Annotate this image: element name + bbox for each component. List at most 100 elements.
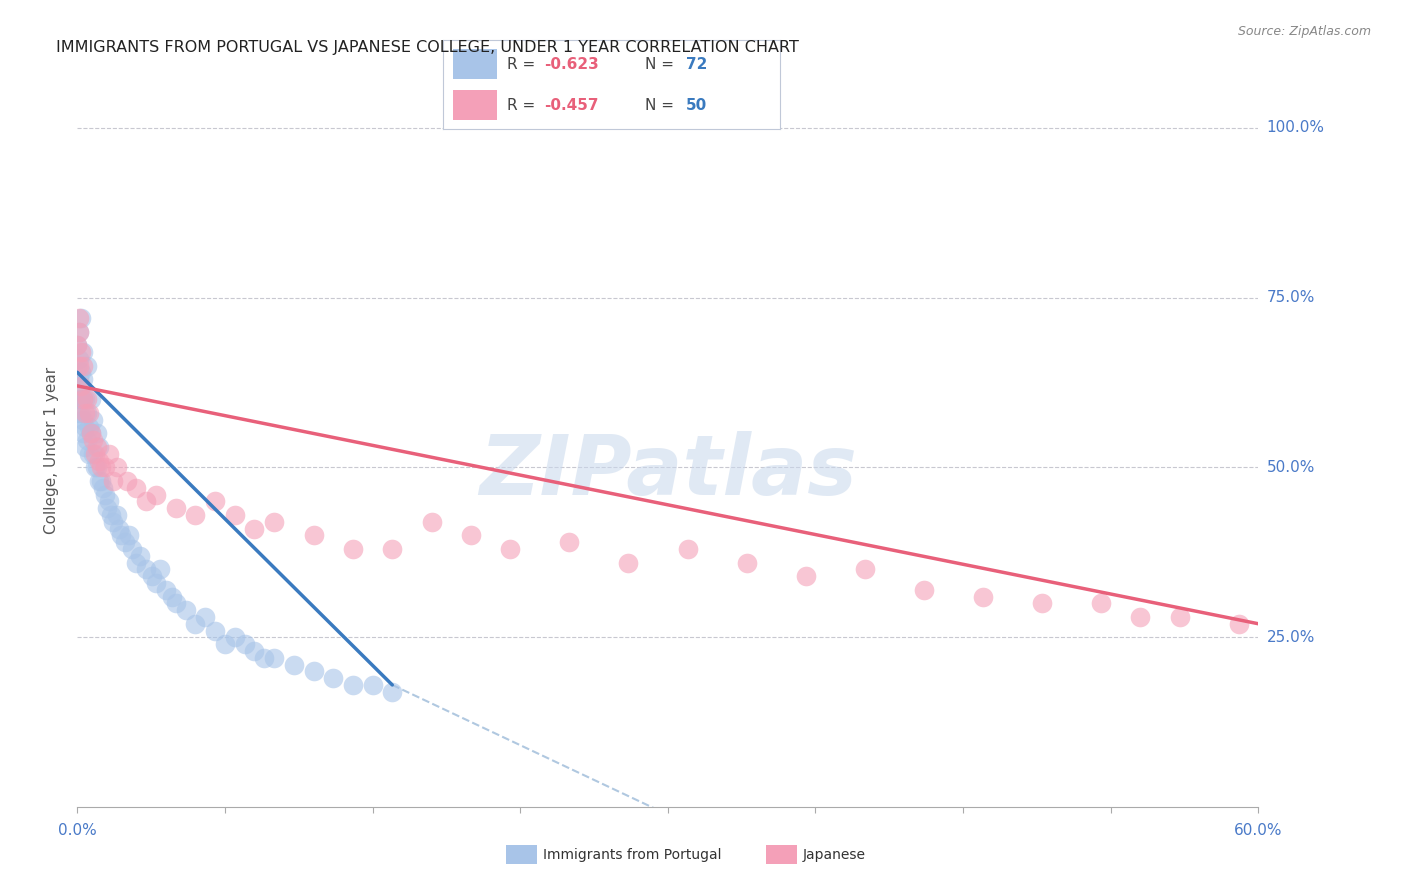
Point <box>735 556 758 570</box>
Point <box>184 508 207 522</box>
Point <box>420 515 443 529</box>
Point <box>283 657 305 672</box>
Point <box>75 440 97 454</box>
Text: ZIPatlas: ZIPatlas <box>479 432 856 512</box>
Point <box>66 338 89 352</box>
Point <box>1168 610 1191 624</box>
Point <box>82 413 104 427</box>
Point <box>853 562 876 576</box>
Point <box>86 440 108 454</box>
Point <box>972 590 994 604</box>
Point <box>1129 610 1152 624</box>
Point <box>72 413 94 427</box>
Text: 100.0%: 100.0% <box>1267 120 1324 136</box>
Point <box>67 392 90 407</box>
Point <box>105 508 128 522</box>
Point <box>77 447 100 461</box>
Point <box>75 419 97 434</box>
Point <box>342 678 364 692</box>
Point <box>94 488 117 502</box>
Point <box>214 637 236 651</box>
Point <box>67 325 90 339</box>
Point <box>86 460 108 475</box>
Point <box>66 359 89 373</box>
Point <box>105 460 128 475</box>
Point <box>77 406 100 420</box>
Point <box>72 392 94 407</box>
Point <box>84 460 107 475</box>
Point <box>361 678 384 692</box>
Point <box>117 528 139 542</box>
Point <box>97 494 120 508</box>
Point <box>72 372 94 386</box>
Point <box>66 338 89 352</box>
Point <box>77 419 100 434</box>
Point <box>72 345 94 359</box>
Point <box>115 474 138 488</box>
Text: IMMIGRANTS FROM PORTUGAL VS JAPANESE COLLEGE, UNDER 1 YEAR CORRELATION CHART: IMMIGRANTS FROM PORTUGAL VS JAPANESE COL… <box>56 40 799 55</box>
Point <box>80 426 103 441</box>
Point <box>160 590 183 604</box>
Point <box>67 310 90 325</box>
Point <box>67 406 90 420</box>
Point <box>70 365 93 379</box>
Text: 60.0%: 60.0% <box>1234 823 1282 838</box>
Point <box>67 351 90 366</box>
Point <box>101 474 124 488</box>
Text: -0.457: -0.457 <box>544 98 599 112</box>
Point <box>91 481 114 495</box>
Point <box>87 474 110 488</box>
Text: 50: 50 <box>686 98 707 112</box>
Text: -0.623: -0.623 <box>544 57 599 71</box>
Point <box>107 522 129 536</box>
Point <box>84 447 107 461</box>
Point <box>72 359 94 373</box>
Point <box>141 569 163 583</box>
Point <box>322 671 344 685</box>
Point <box>676 541 699 556</box>
Text: Source: ZipAtlas.com: Source: ZipAtlas.com <box>1237 25 1371 38</box>
Text: 72: 72 <box>686 57 707 71</box>
Point <box>165 501 187 516</box>
Text: R =: R = <box>508 98 540 112</box>
Point <box>145 576 167 591</box>
Point <box>96 501 118 516</box>
Bar <box>453 90 496 120</box>
Point <box>125 481 148 495</box>
Point <box>243 522 266 536</box>
Text: R =: R = <box>508 57 540 71</box>
Point <box>184 616 207 631</box>
Point <box>499 541 522 556</box>
Point <box>76 406 98 420</box>
Point <box>67 372 90 386</box>
Point <box>381 541 404 556</box>
Point <box>460 528 482 542</box>
Point <box>101 515 124 529</box>
Point <box>145 488 167 502</box>
Point <box>912 582 935 597</box>
Point <box>86 426 108 441</box>
Point <box>87 453 110 467</box>
Text: N =: N = <box>645 98 679 112</box>
Point <box>72 426 94 441</box>
Text: 50.0%: 50.0% <box>1267 460 1315 475</box>
Point <box>155 582 177 597</box>
Text: 0.0%: 0.0% <box>58 823 97 838</box>
Point <box>72 392 94 407</box>
Point <box>617 556 640 570</box>
Point <box>70 392 93 407</box>
Point <box>233 637 256 651</box>
Point <box>165 596 187 610</box>
Point <box>76 434 98 448</box>
Point <box>204 624 226 638</box>
Point <box>94 460 117 475</box>
Point <box>76 392 98 407</box>
Point <box>70 345 93 359</box>
Point <box>558 535 581 549</box>
Text: 25.0%: 25.0% <box>1267 630 1315 645</box>
Text: N =: N = <box>645 57 679 71</box>
Point <box>1031 596 1053 610</box>
Point <box>70 310 93 325</box>
Point <box>263 515 285 529</box>
Point <box>174 603 197 617</box>
